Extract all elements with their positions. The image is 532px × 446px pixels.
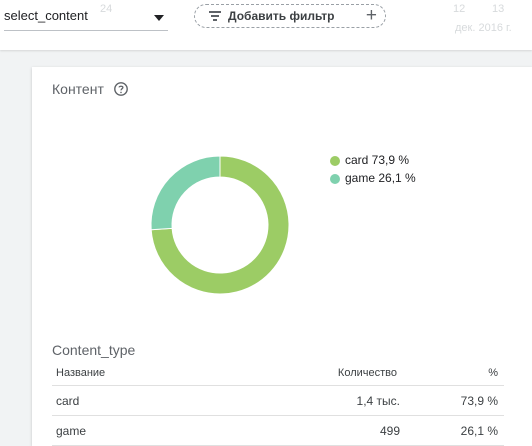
legend-dot bbox=[330, 156, 340, 166]
filter-icon bbox=[209, 11, 221, 21]
cell-count: 1,4 тыс. bbox=[356, 393, 400, 408]
cell-name: game bbox=[56, 423, 87, 438]
table-row[interactable]: card 1,4 тыс. 73,9 % bbox=[52, 386, 504, 416]
background-text: 12 bbox=[453, 3, 466, 15]
content-type-table: Название Количество % card 1,4 тыс. 73,9… bbox=[52, 361, 504, 446]
top-toolbar: 24 12 13 дек. 2016 г. select_content Доб… bbox=[0, 0, 532, 50]
legend-dot bbox=[330, 174, 340, 184]
header-percent[interactable]: % bbox=[488, 367, 498, 379]
background-text: дек. 2016 г. bbox=[455, 22, 512, 34]
cell-percent: 26,1 % bbox=[460, 423, 498, 438]
donut-slice-game[interactable] bbox=[150, 155, 221, 231]
background-text: 24 bbox=[100, 3, 113, 15]
cell-count: 499 bbox=[379, 423, 400, 438]
table-header: Название Количество % bbox=[52, 361, 504, 386]
content-select-value: select_content bbox=[4, 8, 88, 23]
content-widget: Контент card 73,9 % game 26,1 % Content_… bbox=[32, 67, 532, 446]
table-title: Content_type bbox=[52, 342, 136, 358]
donut-slice-card[interactable] bbox=[150, 155, 290, 295]
add-filter-label: Добавить фильтр bbox=[228, 9, 335, 23]
help-circle-icon[interactable] bbox=[113, 81, 129, 97]
header-name[interactable]: Название bbox=[56, 367, 106, 379]
content-select[interactable]: select_content bbox=[4, 6, 168, 31]
legend-label: card 73,9 % bbox=[345, 153, 410, 167]
background-text: 13 bbox=[492, 3, 505, 15]
table-row[interactable]: game 499 26,1 % bbox=[52, 416, 504, 446]
cell-name: card bbox=[56, 393, 80, 408]
add-filter-button[interactable]: Добавить фильтр + bbox=[194, 4, 386, 28]
legend-label: game 26,1 % bbox=[345, 171, 416, 185]
plus-icon: + bbox=[365, 5, 377, 26]
widget-title: Контент bbox=[52, 81, 104, 97]
donut-chart bbox=[150, 155, 290, 295]
cell-percent: 73,9 % bbox=[460, 393, 498, 408]
header-count[interactable]: Количество bbox=[337, 367, 397, 379]
chevron-down-icon bbox=[154, 15, 164, 21]
